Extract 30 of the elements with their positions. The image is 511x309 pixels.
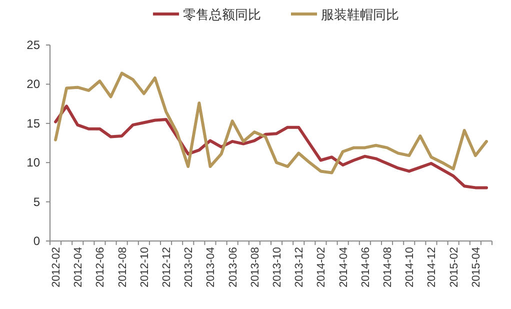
x-tick-label: 2013-02 xyxy=(183,247,196,288)
x-tick-label: 2012-10 xyxy=(138,247,151,288)
line-series xyxy=(54,104,488,190)
x-tick-label: 2015-04 xyxy=(470,247,482,288)
y-tick-label: 10 xyxy=(26,156,40,170)
legend-label: 零售总额同比 xyxy=(183,7,261,22)
x-tick-label: 2014-08 xyxy=(382,247,394,288)
x-tick-label: 2014-04 xyxy=(338,247,350,288)
y-tick-label: 15 xyxy=(26,116,40,130)
x-tick-label: 2014-02 xyxy=(316,247,328,288)
y-tick-label: 0 xyxy=(33,234,40,248)
x-tick-label: 2013-06 xyxy=(227,247,240,288)
x-tick-label: 2013-08 xyxy=(249,247,262,288)
x-tick-label: 2014-06 xyxy=(360,247,372,288)
x-tick-label: 2012-02 xyxy=(50,247,63,288)
x-tick-label: 2014-10 xyxy=(404,247,416,288)
x-tick-label: 2015-02 xyxy=(448,247,460,288)
y-tick-label: 5 xyxy=(33,194,40,209)
x-tick-label: 2013-04 xyxy=(205,247,218,288)
y-tick-label: 20 xyxy=(26,77,40,92)
x-tick-label: 2013-10 xyxy=(272,247,284,288)
x-tick-label: 2012-12 xyxy=(161,247,174,288)
legend-label: 服装鞋帽同比 xyxy=(321,7,399,22)
x-tick-label: 2012-04 xyxy=(72,247,85,288)
y-tick-label: 25 xyxy=(26,38,40,52)
x-tick-label: 2014-12 xyxy=(426,247,438,288)
x-tick-label: 2013-12 xyxy=(294,247,306,288)
line-series xyxy=(54,72,488,174)
x-tick-label: 2012-08 xyxy=(116,247,129,288)
x-tick-label: 2012-06 xyxy=(94,247,107,288)
